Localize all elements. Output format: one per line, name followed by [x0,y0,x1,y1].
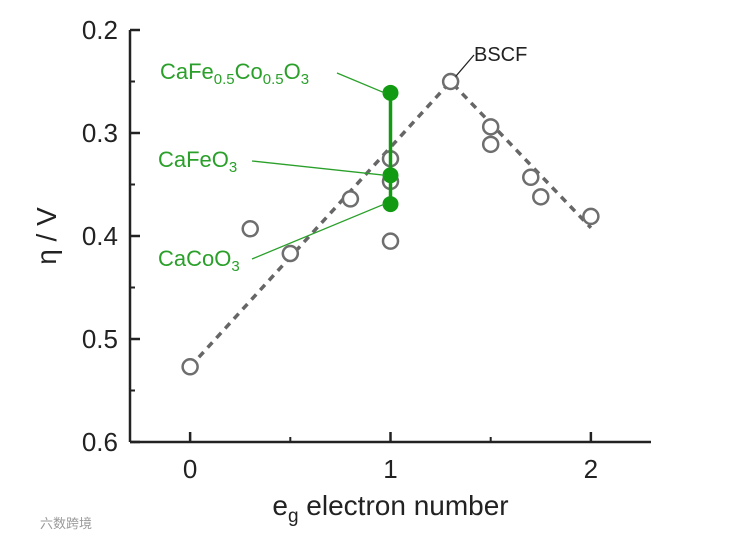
reference-point [181,358,199,376]
trend-line [188,78,593,368]
y-tick-label: 0.4 [82,221,118,251]
annotation-cacoo: CaCoO3 [158,203,385,275]
axes: 0.2 0.3 0.4 0.5 0.6 0 1 2 eg electron number η / … [31,15,651,527]
highlight-points [382,84,399,213]
annotation-leader [455,54,475,77]
reference-point [381,232,400,250]
annotation-bscf: BSCF [455,44,527,77]
x-axis-label: eg electron number [272,490,508,527]
annotations: CaFe0.5Co0.5O3 CaFeO3 CaCoO3 BSCF [158,44,527,275]
reference-point [582,207,600,226]
watermark: 六数跨境 [40,516,92,531]
x-tick-label: 1 [383,454,397,484]
x-tick-label: 0 [183,454,197,484]
reference-point [481,118,500,136]
reference-point [532,188,550,206]
reference-point [281,244,300,263]
reference-point [441,72,460,91]
reference-point [241,220,259,238]
annotation-label: CaFe0.5Co0.5O3 [160,59,309,88]
y-tick-label: 0.6 [82,427,118,457]
y-tick-label: 0.2 [82,15,118,45]
annotation-leader [251,160,385,176]
reference-point [522,168,540,187]
reference-point [341,190,360,208]
highlight-point [382,196,399,213]
y-axis-label: η / V [31,207,62,265]
annotation-leader [251,203,385,260]
annotation-leader [336,72,385,94]
highlight-point [382,84,399,101]
x-tick-label: 2 [584,454,598,484]
annotation-cafecoo: CaFe0.5Co0.5O3 [160,59,385,94]
highlight-point [382,167,399,184]
reference-points [181,72,600,376]
annotation-label: BSCF [474,44,527,66]
annotation-label: CaFeO3 [158,147,237,176]
annotation-label: CaCoO3 [158,246,240,275]
reference-point [481,135,500,154]
trend-line-group [188,78,593,368]
y-tick-label: 0.3 [82,118,118,148]
y-tick-label: 0.5 [82,324,118,354]
annotation-cafeo: CaFeO3 [158,147,385,176]
